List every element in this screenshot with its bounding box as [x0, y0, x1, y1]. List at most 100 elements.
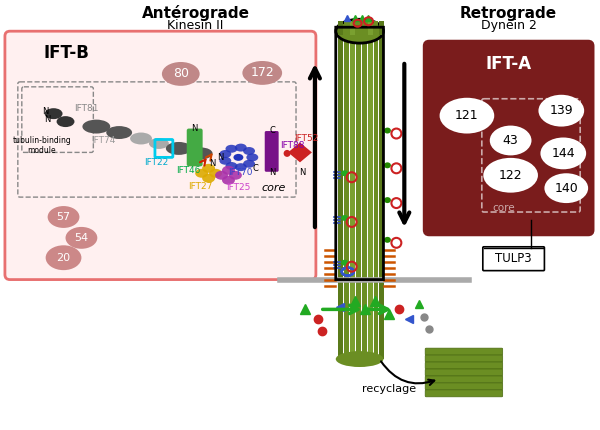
Ellipse shape — [233, 154, 244, 161]
Ellipse shape — [336, 351, 383, 367]
Ellipse shape — [46, 245, 82, 270]
Ellipse shape — [341, 260, 348, 266]
Bar — [350, 31, 355, 280]
Bar — [368, 31, 373, 280]
Text: IFT25: IFT25 — [226, 183, 251, 192]
Text: core: core — [262, 183, 286, 193]
Text: IFT22: IFT22 — [144, 158, 168, 167]
Ellipse shape — [235, 144, 247, 151]
Text: N: N — [269, 168, 275, 177]
Text: 172: 172 — [250, 66, 274, 80]
Text: IFT74: IFT74 — [91, 136, 115, 145]
Ellipse shape — [47, 206, 79, 228]
FancyBboxPatch shape — [425, 383, 503, 390]
Bar — [379, 31, 385, 280]
Text: IFT-A: IFT-A — [485, 55, 532, 73]
Text: N: N — [43, 107, 49, 116]
Ellipse shape — [106, 126, 132, 139]
Text: C: C — [269, 126, 275, 135]
Text: IFT27: IFT27 — [188, 182, 213, 190]
Text: tubulin-binding
module: tubulin-binding module — [13, 136, 71, 155]
FancyBboxPatch shape — [424, 41, 593, 235]
Ellipse shape — [149, 138, 169, 149]
Ellipse shape — [202, 174, 215, 183]
Ellipse shape — [229, 171, 242, 180]
Ellipse shape — [235, 163, 247, 171]
Ellipse shape — [162, 62, 200, 86]
Bar — [374, 21, 379, 35]
Ellipse shape — [220, 157, 231, 165]
Text: N: N — [217, 153, 224, 162]
Ellipse shape — [336, 19, 383, 43]
Ellipse shape — [220, 150, 231, 158]
Bar — [350, 21, 355, 35]
Bar — [368, 280, 373, 359]
Text: Retrograde: Retrograde — [460, 6, 557, 21]
Text: N: N — [44, 115, 51, 124]
Text: TULP3: TULP3 — [495, 252, 532, 265]
Text: C: C — [253, 164, 258, 173]
Ellipse shape — [541, 138, 586, 169]
Ellipse shape — [243, 160, 255, 168]
Text: recyclage: recyclage — [362, 384, 416, 394]
Bar — [344, 280, 349, 359]
Ellipse shape — [65, 227, 97, 249]
Bar — [356, 21, 361, 35]
Ellipse shape — [166, 142, 192, 155]
Ellipse shape — [341, 215, 348, 221]
Ellipse shape — [490, 126, 532, 155]
Text: Antérograde: Antérograde — [142, 5, 250, 22]
Ellipse shape — [226, 162, 238, 170]
Ellipse shape — [222, 176, 235, 185]
Ellipse shape — [82, 120, 110, 134]
Text: N: N — [209, 159, 216, 168]
FancyBboxPatch shape — [265, 131, 278, 172]
Text: IFT81: IFT81 — [74, 104, 98, 113]
Polygon shape — [288, 142, 312, 163]
Text: 80: 80 — [173, 68, 189, 80]
Text: 139: 139 — [550, 104, 573, 117]
Ellipse shape — [243, 147, 255, 155]
Ellipse shape — [226, 145, 238, 153]
FancyBboxPatch shape — [483, 247, 544, 270]
Bar — [362, 280, 367, 359]
Ellipse shape — [440, 98, 494, 134]
Ellipse shape — [222, 166, 235, 175]
FancyBboxPatch shape — [425, 348, 503, 355]
Ellipse shape — [544, 173, 588, 203]
Text: 20: 20 — [56, 253, 71, 263]
Bar — [338, 31, 343, 280]
Text: 144: 144 — [551, 147, 575, 160]
Bar — [379, 280, 385, 359]
FancyBboxPatch shape — [425, 390, 503, 397]
Text: core: core — [493, 203, 515, 213]
FancyBboxPatch shape — [187, 129, 203, 166]
Ellipse shape — [242, 61, 282, 85]
Ellipse shape — [538, 95, 584, 126]
Bar — [362, 21, 367, 35]
Text: 57: 57 — [56, 212, 71, 222]
FancyBboxPatch shape — [425, 355, 503, 362]
Text: IFT88: IFT88 — [280, 141, 305, 150]
Ellipse shape — [384, 128, 391, 134]
Bar — [356, 31, 361, 280]
FancyBboxPatch shape — [425, 362, 503, 369]
Text: N: N — [299, 168, 305, 177]
Ellipse shape — [284, 150, 290, 157]
Text: Dynein 2: Dynein 2 — [481, 19, 536, 32]
Bar — [344, 31, 349, 280]
Text: 122: 122 — [499, 169, 523, 182]
Ellipse shape — [215, 171, 228, 180]
Bar — [374, 31, 379, 280]
Ellipse shape — [44, 108, 62, 119]
FancyBboxPatch shape — [5, 31, 316, 280]
Bar — [344, 21, 349, 35]
Text: IFT46: IFT46 — [176, 166, 201, 175]
Ellipse shape — [130, 132, 152, 144]
Ellipse shape — [189, 147, 212, 160]
Bar — [338, 280, 343, 359]
Text: 43: 43 — [503, 134, 518, 147]
Ellipse shape — [341, 170, 348, 176]
Text: Kinesin II: Kinesin II — [167, 19, 224, 32]
Text: IFT-B: IFT-B — [44, 44, 89, 62]
